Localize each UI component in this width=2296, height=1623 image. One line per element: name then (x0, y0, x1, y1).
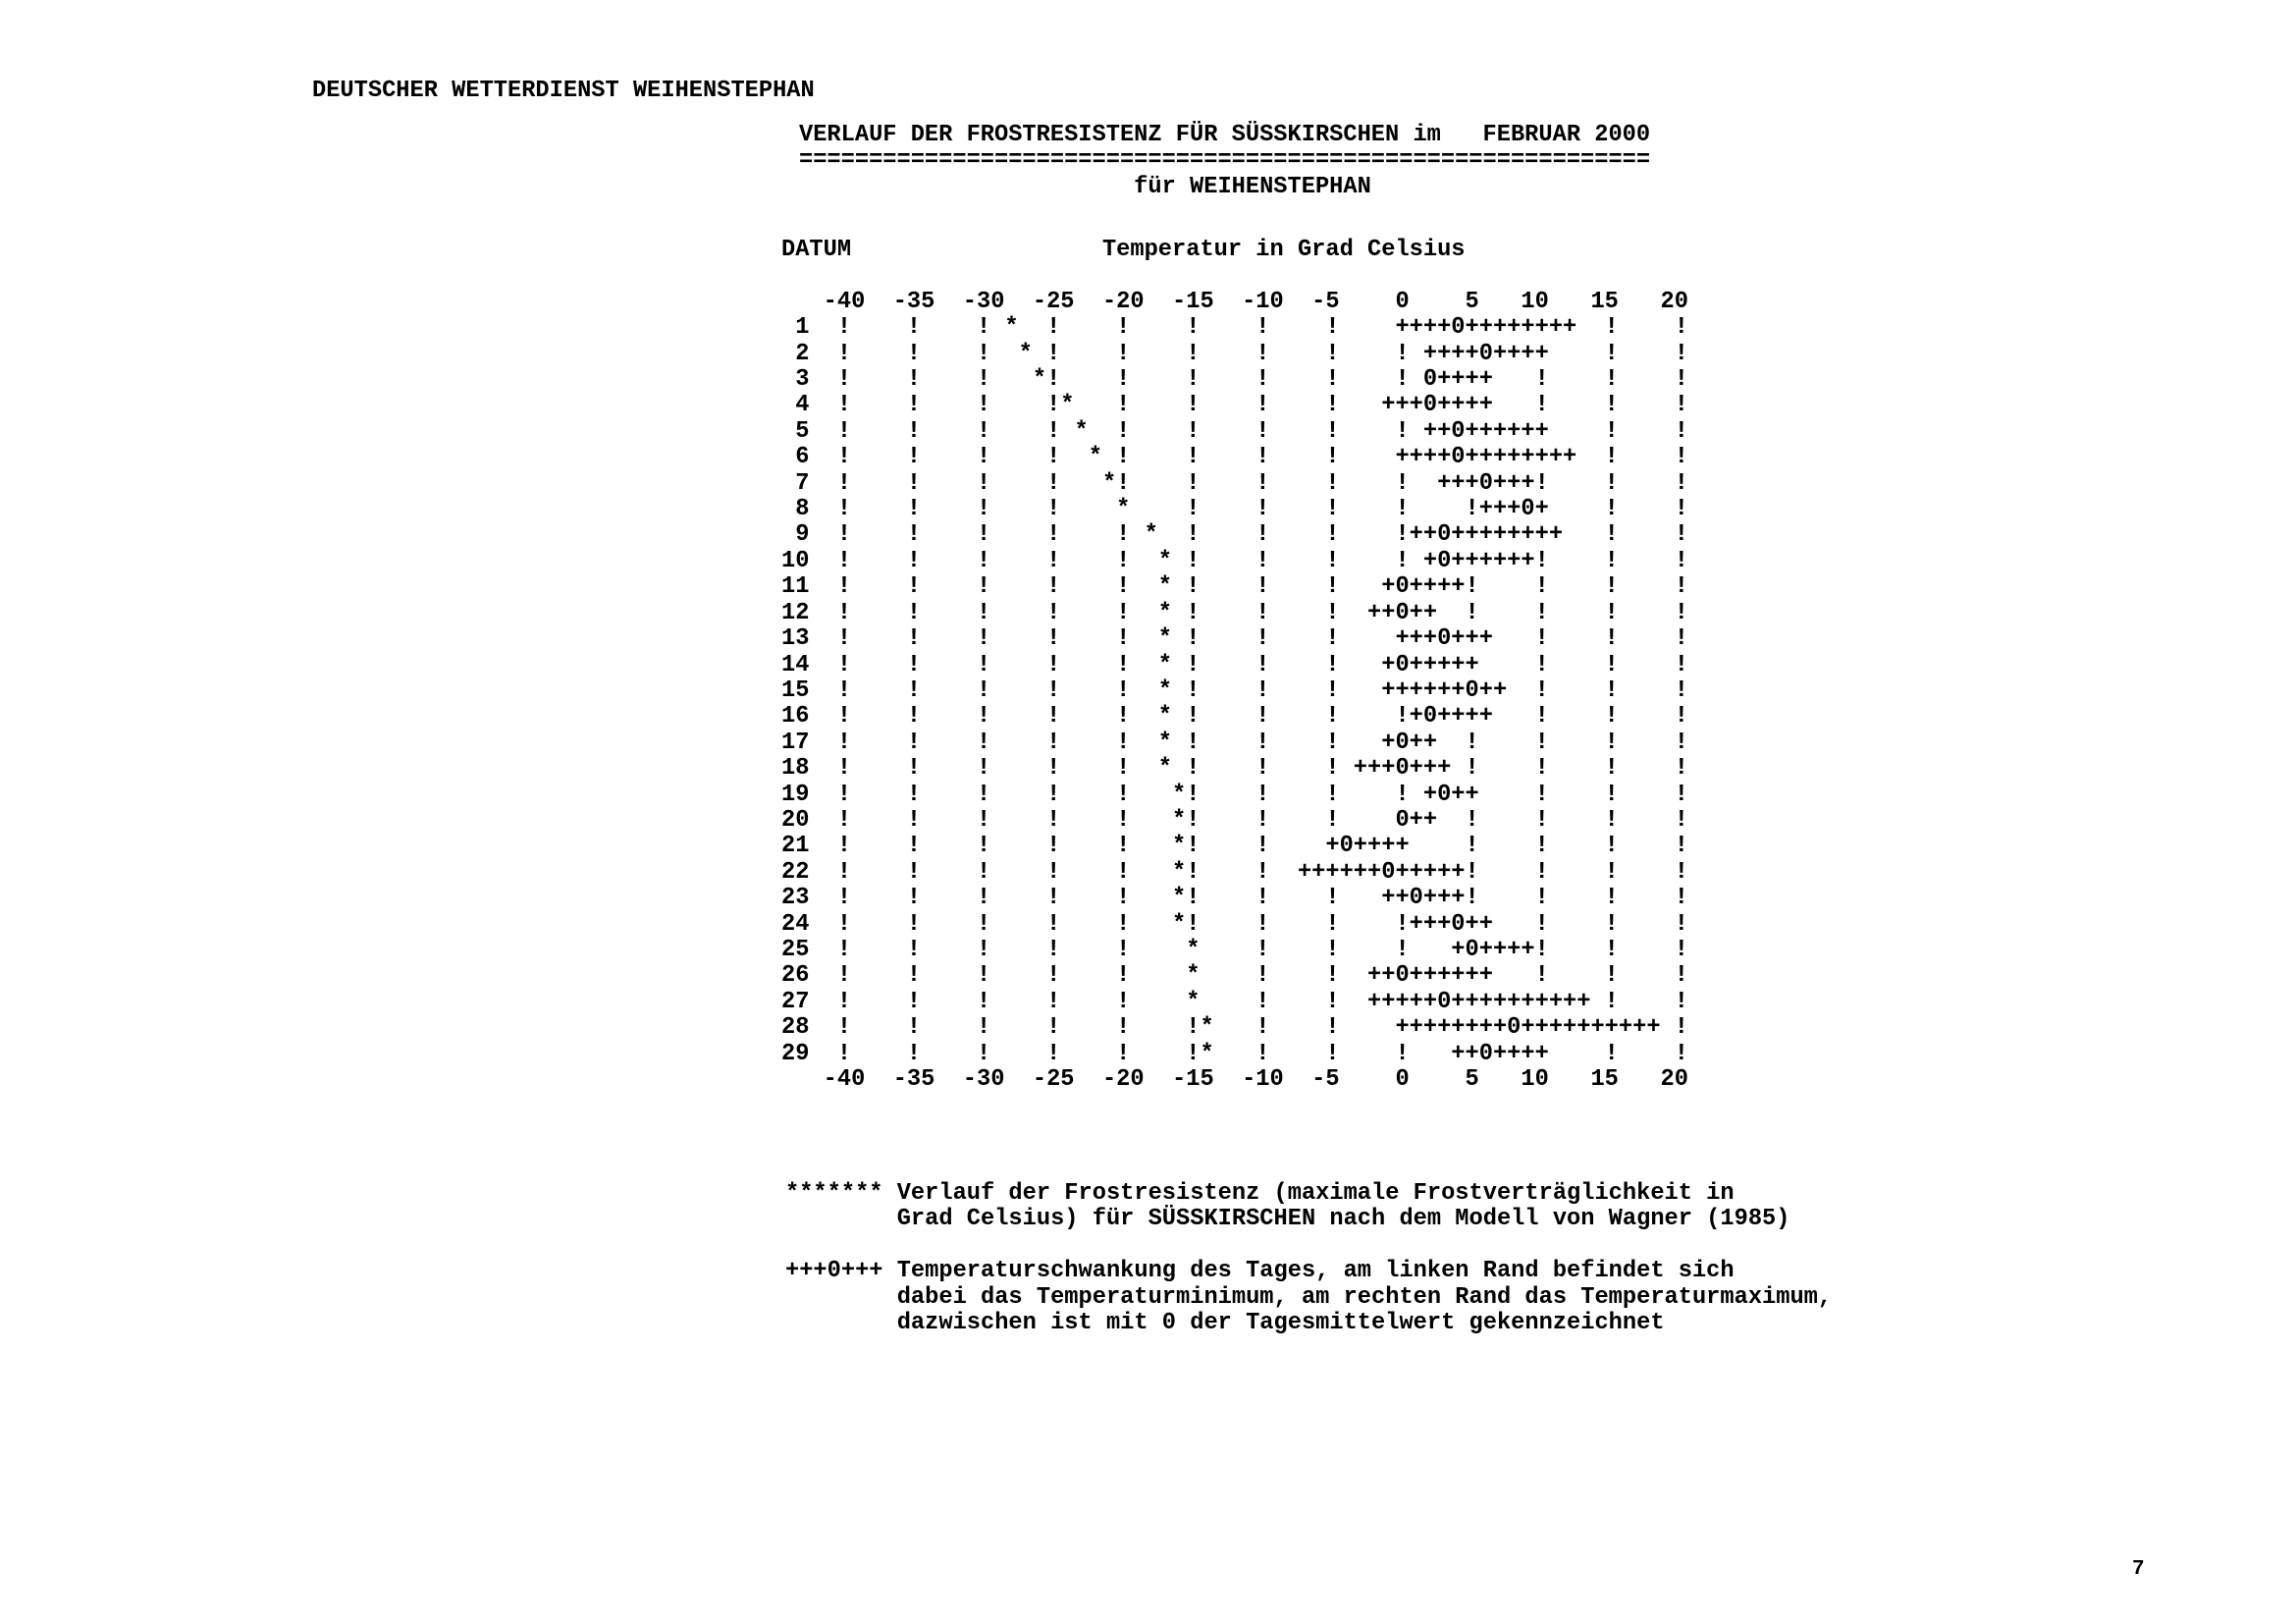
page-number: 7 (2132, 1558, 2145, 1581)
chart-legend: ******* Verlauf der Frostresistenz (maxi… (785, 1180, 1833, 1337)
report-title-block: VERLAUF DER FROSTRESISTENZ FÜR SÜSSKIRSC… (799, 122, 1651, 200)
report-title-lines: VERLAUF DER FROSTRESISTENZ FÜR SÜSSKIRSC… (799, 122, 1651, 200)
frost-resistance-ascii-chart: DATUM Temperatur in Grad Celsius -40 -35… (781, 237, 1688, 1093)
agency-header: DEUTSCHER WETTERDIENST WEIHENSTEPHAN (312, 78, 815, 104)
